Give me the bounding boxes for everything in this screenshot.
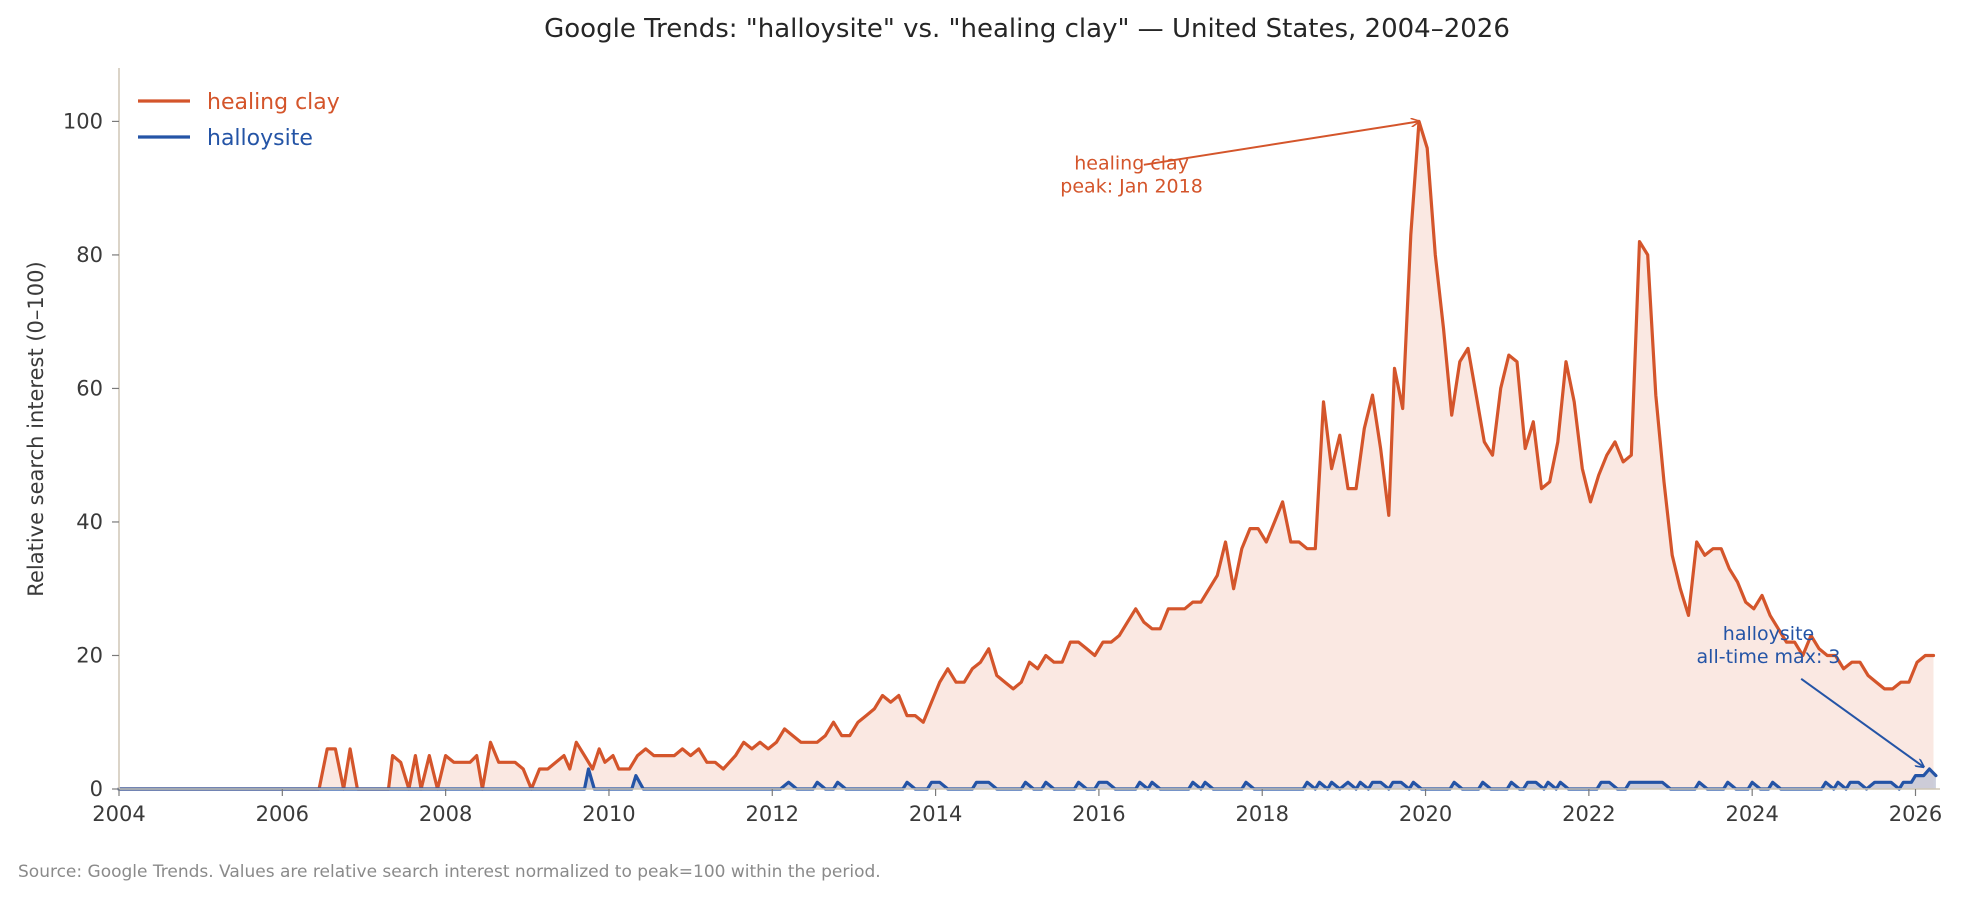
x-tick-label: 2012 [746,802,799,826]
y-tick-label: 40 [76,510,103,534]
chart-title: Google Trends: "halloysite" vs. "healing… [544,14,1510,44]
x-tick-label: 2006 [256,802,309,826]
healing-clay-area [119,121,1934,789]
y-tick-label: 20 [76,643,103,667]
y-tick-label: 80 [76,243,103,267]
x-tick-label: 2018 [1236,802,1289,826]
healing-clay-line [117,119,1936,791]
y-axis-ticks: 0 20 40 60 80 100 [63,109,119,801]
x-tick-label: 2016 [1072,802,1125,826]
annotation-halloysite-line2: all-time max: 3 [1697,646,1841,668]
x-tick-label: 2008 [419,802,472,826]
y-tick-label: 60 [76,376,103,400]
annotation-healing-clay-line2: peak: Jan 2018 [1060,175,1203,197]
annotation-halloysite-arrow [1800,678,1923,767]
y-axis-label: Relative search interest (0–100) [24,261,48,596]
annotation-healing-clay-arrow [1143,121,1419,166]
x-tick-label: 2020 [1399,802,1452,826]
x-axis-ticks: 2004 2006 2008 2010 2012 2014 2016 2018 2020 2022… [92,789,1942,826]
x-tick-label: 2026 [1889,802,1942,826]
annotation-halloysite-line1: halloysite [1723,623,1814,645]
legend: healing clay halloysite [138,90,340,151]
annotation-healing-clay-line1: healing clay [1074,152,1189,174]
series-fills [119,121,1936,789]
x-tick-label: 2024 [1725,802,1778,826]
x-tick-label: 2022 [1562,802,1615,826]
source-note: Source: Google Trends. Values are relati… [18,862,881,882]
x-tick-label: 2004 [92,802,145,826]
legend-label-healing-clay: healing clay [207,90,340,115]
legend-label-halloysite: halloysite [207,126,313,151]
halloysite-line [117,767,1938,791]
y-tick-label: 0 [90,777,103,801]
series-lines [117,119,1938,791]
x-tick-label: 2010 [582,802,635,826]
y-tick-label: 100 [63,109,103,133]
x-tick-label: 2014 [909,802,962,826]
